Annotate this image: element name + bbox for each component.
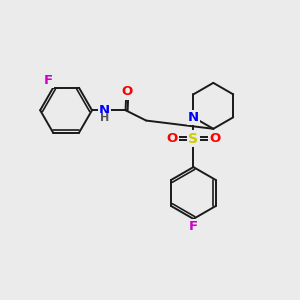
Text: O: O [167, 132, 178, 145]
Text: F: F [44, 74, 53, 87]
Text: N: N [99, 104, 110, 117]
Text: N: N [188, 111, 199, 124]
Text: H: H [100, 113, 109, 124]
Text: O: O [122, 85, 133, 98]
Text: S: S [188, 131, 198, 146]
Text: F: F [189, 220, 198, 233]
Text: O: O [209, 132, 220, 145]
